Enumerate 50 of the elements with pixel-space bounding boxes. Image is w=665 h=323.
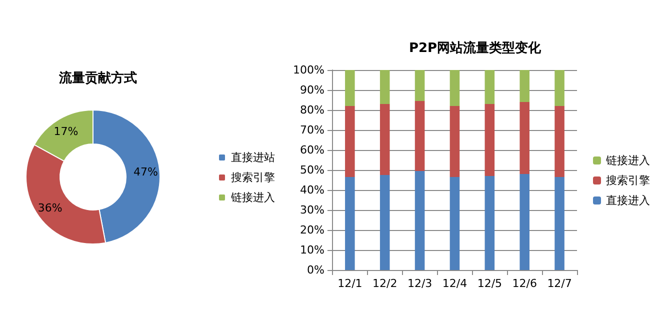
data-label: 36% [38,202,62,215]
y-tick-label: 20% [300,224,324,236]
y-tick-label: 70% [300,124,324,136]
bar [520,102,530,174]
bar [484,70,495,104]
data-label: 17% [54,124,78,138]
y-tick-label: 50% [300,164,324,176]
bar [345,177,355,270]
y-tick-label: 80% [300,104,324,116]
bar [414,70,425,101]
bar [380,70,390,104]
legend-label: 链接进入 [230,191,275,204]
x-tick-label: 12/3 [407,277,432,290]
bar [414,101,425,171]
legend-label: 搜索引擎 [231,171,275,184]
bar [380,175,390,270]
x-tick-label: 12/1 [338,277,362,290]
y-tick-label: 90% [300,84,324,96]
y-tick-label: 30% [300,204,324,216]
y-tick-label: 40% [300,184,324,196]
chart-title: P2P网站流量类型变化 [408,40,542,56]
bar [450,106,460,177]
x-tick-label: 12/4 [442,277,468,290]
bar [345,70,355,106]
bar [520,70,530,102]
bar [450,177,460,270]
data-label: 47% [134,166,158,179]
bar [554,70,564,106]
chart-title: 流量贡献方式 [58,70,137,86]
bar [554,177,564,270]
legend-label: 直接进站 [231,151,275,164]
bar [554,106,564,177]
legend-label: 链接进入 [605,154,650,167]
y-tick-label: 0% [306,264,324,276]
y-tick-label: 60% [300,144,324,156]
x-tick-label: 12/6 [512,277,537,290]
x-tick-label: 12/7 [547,277,572,290]
x-tick-label: 12/5 [477,277,502,290]
bar [414,171,425,270]
y-tick-label: 100% [292,64,324,76]
bar [520,174,530,270]
y-tick-label: 10% [300,244,324,256]
legend-label: 搜索引擎 [606,174,650,187]
bar [380,104,390,175]
bar [484,104,495,176]
legend-label: 直接进入 [606,194,650,207]
x-tick-label: 12/2 [372,277,398,290]
bar [484,176,495,270]
bar [345,106,355,177]
bar [450,70,460,106]
